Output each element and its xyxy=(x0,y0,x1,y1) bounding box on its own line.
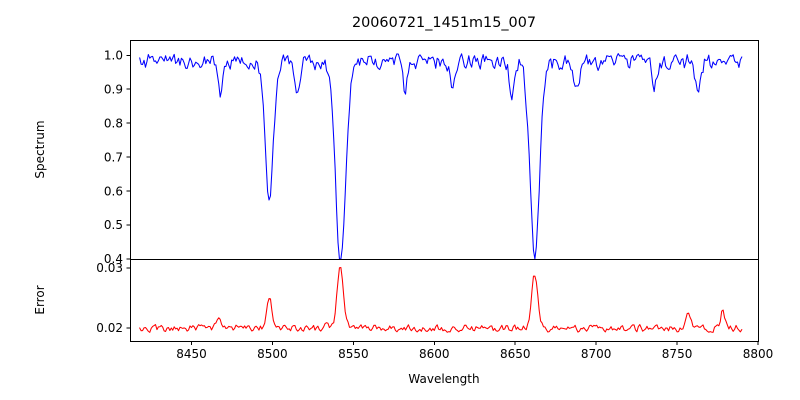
y-tick-label-0.5: 0.5 xyxy=(104,218,123,232)
spectrum-y-ticks: 0.4 0.5 0.6 0.7 0.8 0.9 1.0 xyxy=(104,48,131,266)
y-tick-label-0.4: 0.4 xyxy=(104,252,123,266)
y-tick-label-0.6: 0.6 xyxy=(104,184,123,198)
page-title: 20060721_1451m15_007 xyxy=(352,15,536,31)
y-tick-label-1.0: 1.0 xyxy=(104,48,123,62)
error-line xyxy=(139,267,743,333)
x-tick-label-8700: 8700 xyxy=(581,347,612,361)
spectrum-axis-label: Spectrum xyxy=(33,120,47,178)
x-tick-label-8450: 8450 xyxy=(176,347,207,361)
wavelength-axis-label: Wavelength xyxy=(408,372,479,386)
y-tick-label-0.9: 0.9 xyxy=(104,82,123,96)
x-tick-label-8500: 8500 xyxy=(257,347,288,361)
x-tick-label-8750: 8750 xyxy=(662,347,693,361)
x-tick-label-8650: 8650 xyxy=(500,347,531,361)
spectrum-data-group xyxy=(139,53,743,260)
x-axis-ticks: 8450 8500 8550 8600 8650 8700 8750 8800 xyxy=(176,341,774,361)
spectrum-line xyxy=(139,53,743,260)
error-axis-label: Error xyxy=(33,285,47,314)
y-tick-label-0.8: 0.8 xyxy=(104,116,123,130)
error-data-group xyxy=(139,267,743,333)
spectrum-panel: 0.4 0.5 0.6 0.7 0.8 0.9 1.0 Spectrum xyxy=(33,40,759,266)
error-y-ticks: 0.02 0.03 xyxy=(96,261,131,335)
x-tick-label-8600: 8600 xyxy=(419,347,450,361)
y-tick-label-0.7: 0.7 xyxy=(104,150,123,164)
x-tick-label-8800: 8800 xyxy=(743,347,774,361)
y-tick-label-0.02: 0.02 xyxy=(96,321,123,335)
error-plot-frame xyxy=(130,259,759,342)
x-tick-label-8550: 8550 xyxy=(338,347,369,361)
y-tick-label-0.03: 0.03 xyxy=(96,261,123,275)
error-panel: 0.02 0.03 8450 8500 8550 8600 8650 8700 8750 880… xyxy=(33,259,774,361)
